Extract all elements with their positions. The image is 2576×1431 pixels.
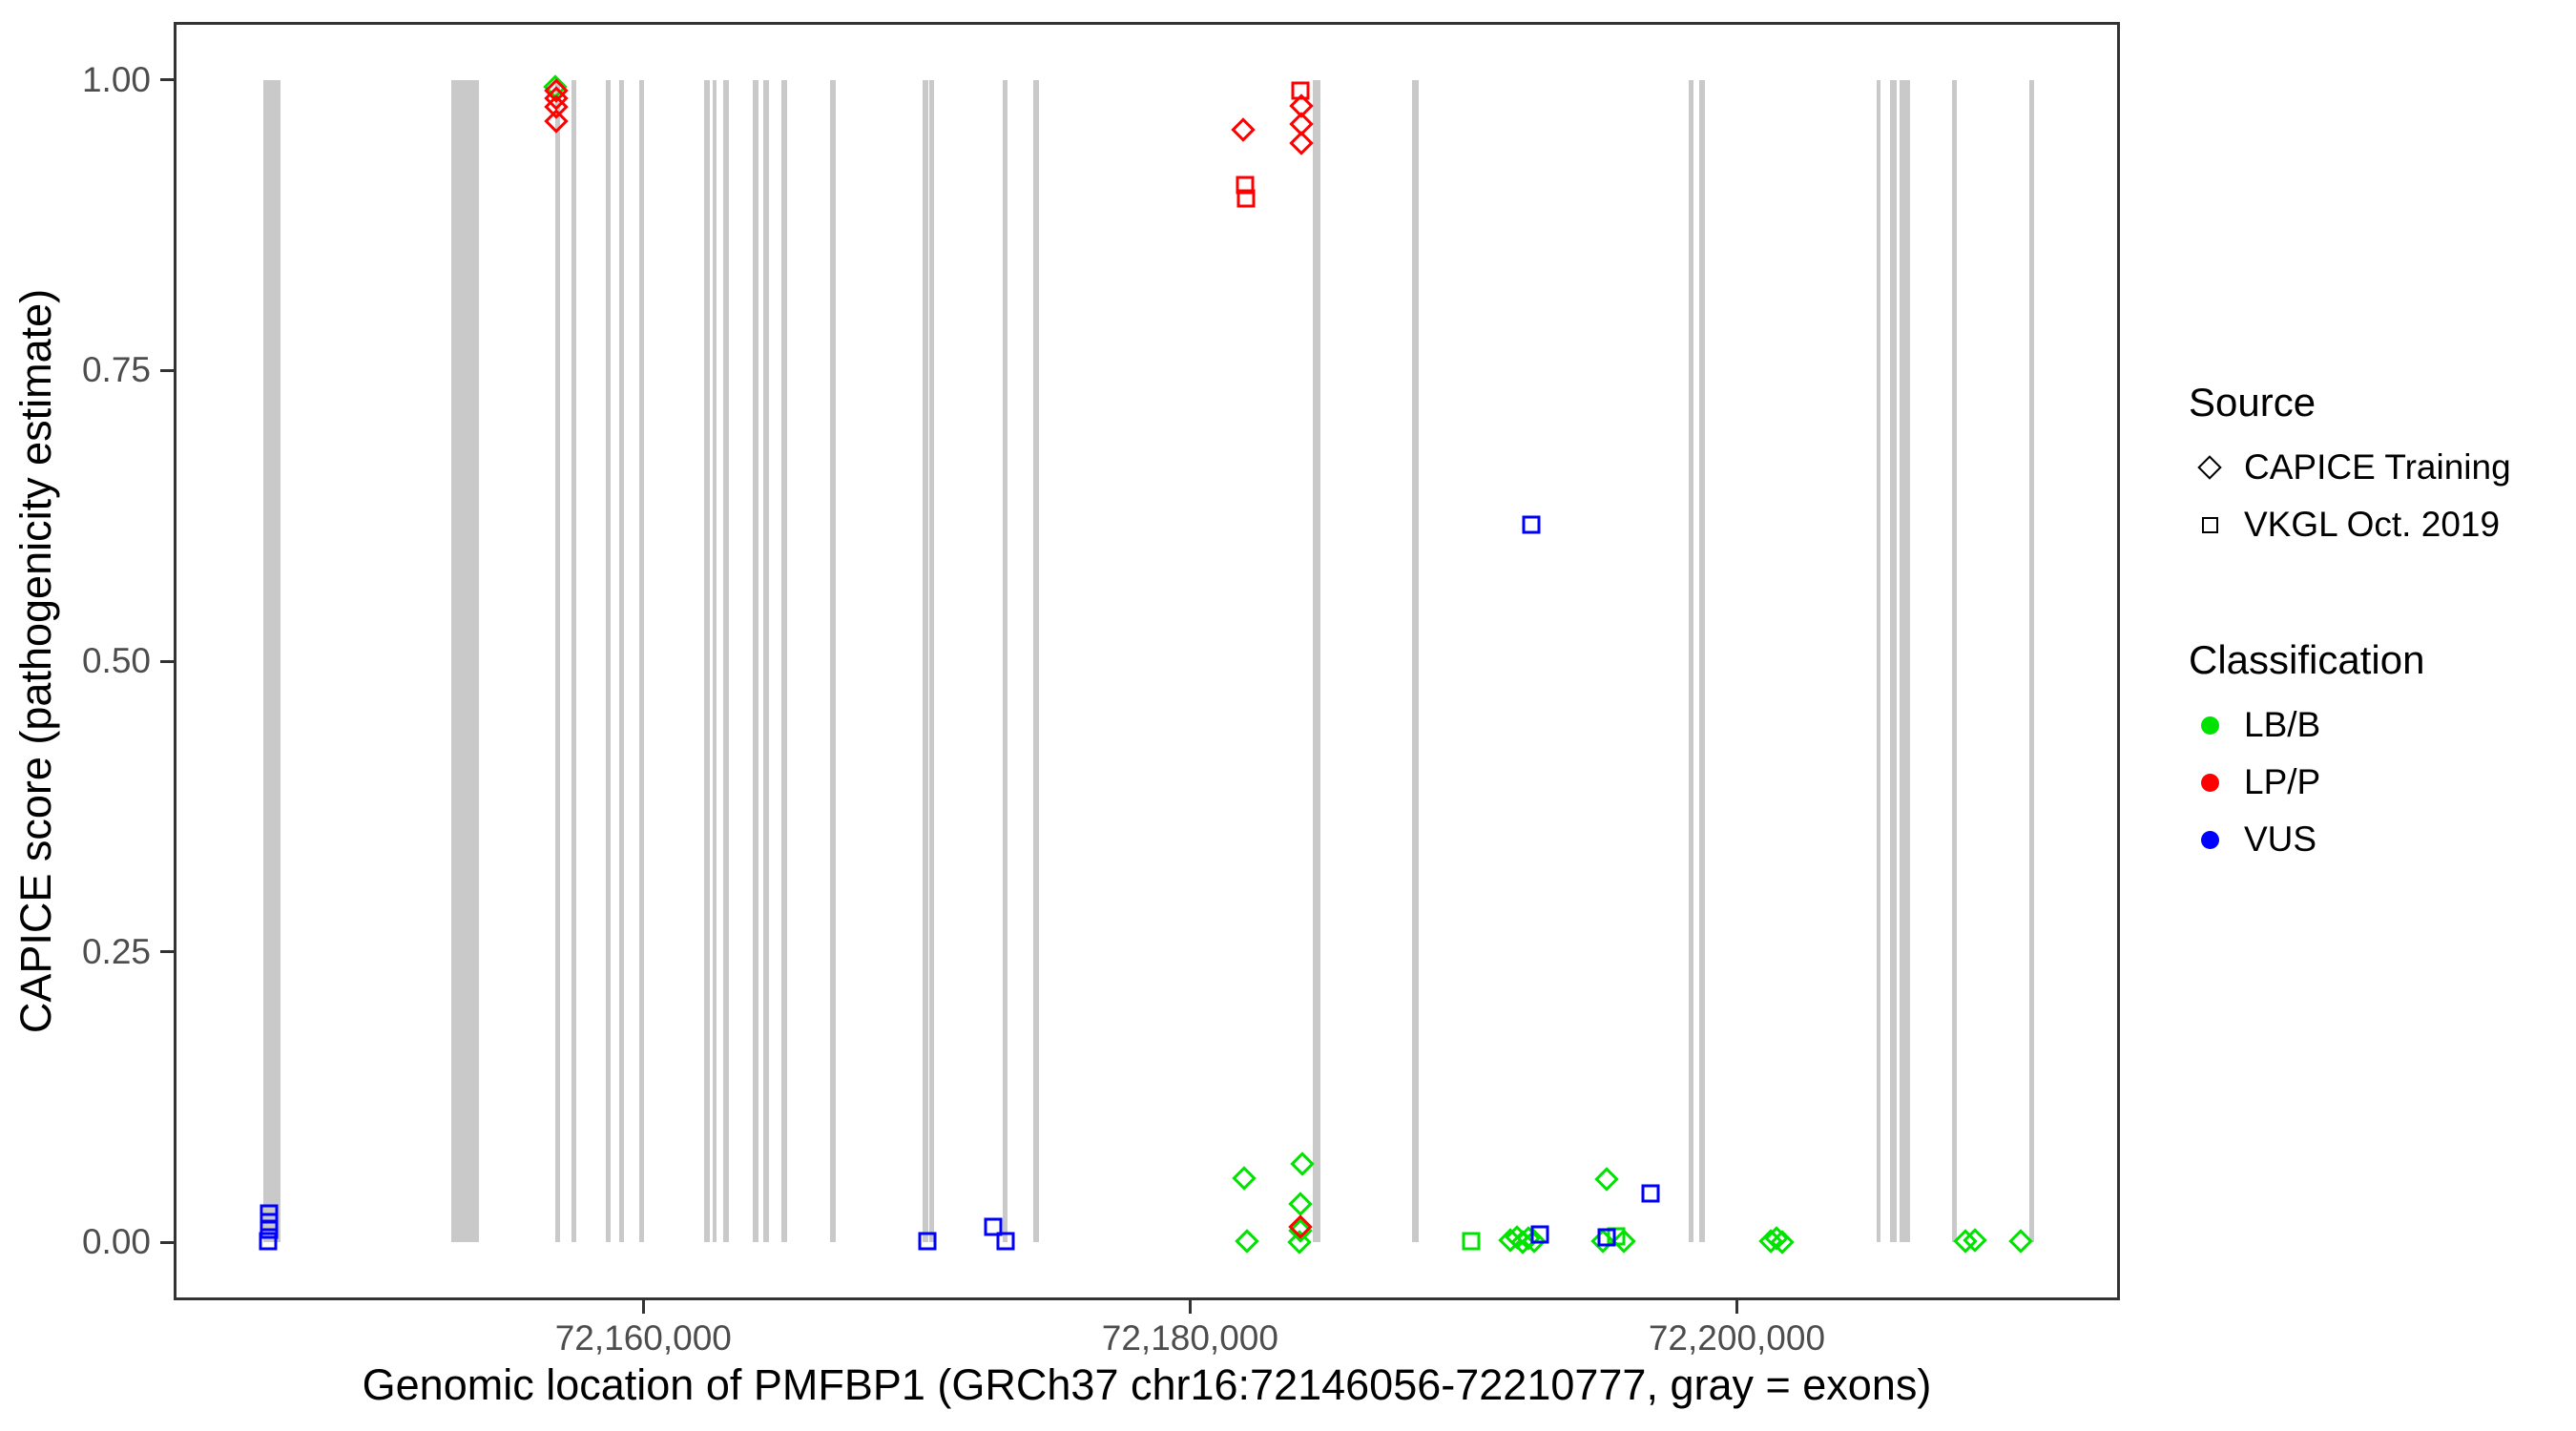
data-point-diamond — [1232, 1166, 1257, 1191]
data-point-diamond — [1288, 1192, 1313, 1216]
exon-bar — [723, 79, 729, 1243]
data-point-diamond — [1288, 1214, 1313, 1239]
data-point-square — [260, 1220, 279, 1239]
exon-bar — [1411, 79, 1420, 1243]
exon-bar — [753, 79, 758, 1243]
y-axis-tick-label: 0.25 — [81, 931, 151, 971]
legend-item-label: VKGL Oct. 2019 — [2244, 505, 2501, 544]
exon-bar — [1688, 79, 1694, 1243]
exon-bar — [928, 79, 934, 1243]
data-point-square — [1291, 81, 1310, 100]
legend-classification-title: Classification — [2189, 637, 2425, 682]
data-point-diamond — [544, 108, 569, 134]
color-dot-icon — [2175, 773, 2244, 792]
x-axis-tick — [1735, 1300, 1738, 1314]
legend-item-label: LB/B — [2244, 705, 2321, 744]
legend-item-label: VUS — [2244, 819, 2317, 859]
legend-source-title: Source — [2189, 380, 2316, 425]
legend-classification-items: LB/B LP/P VUS — [2175, 696, 2566, 868]
data-point-diamond — [1290, 1151, 1315, 1177]
exon-bar — [554, 79, 560, 1243]
color-dot-icon — [2175, 830, 2244, 849]
x-axis-title: Genomic location of PMFBP1 (GRCh37 chr16… — [362, 1360, 1932, 1409]
y-axis-tick — [160, 659, 174, 663]
plot-panel — [174, 22, 2120, 1300]
data-point-square — [918, 1232, 937, 1251]
color-dot-icon — [2200, 716, 2219, 735]
exon-bar — [1890, 79, 1897, 1243]
exon-bar — [450, 79, 479, 1243]
data-point-diamond — [1288, 130, 1314, 156]
data-point-square — [1530, 1225, 1549, 1244]
data-point-square — [984, 1217, 1003, 1236]
square-key-icon — [2201, 516, 2218, 533]
legend-item-label: CAPICE Training — [2244, 447, 2511, 487]
y-axis-tick-label: 0.75 — [81, 350, 151, 390]
exon-bar — [704, 79, 710, 1243]
exon-bar — [2029, 79, 2034, 1243]
legend-source-group: Source CAPICE Training VKGL Oct. 2019 — [2175, 380, 2566, 553]
data-point-square — [1462, 1232, 1481, 1251]
exon-bar — [781, 79, 787, 1243]
diamond-key-icon — [2175, 455, 2244, 480]
data-point-square — [1522, 515, 1541, 534]
legend-item: LB/B — [2175, 696, 2566, 754]
y-axis-tick — [160, 78, 174, 82]
exon-bar — [1877, 79, 1881, 1243]
x-axis-tick-label: 72,160,000 — [554, 1318, 732, 1358]
color-dot-icon — [2200, 830, 2219, 849]
exon-bar — [619, 79, 624, 1243]
data-point-diamond — [1594, 1167, 1619, 1192]
exon-bar — [1033, 79, 1039, 1243]
exon-bar — [763, 79, 769, 1243]
exon-bar — [571, 79, 576, 1243]
y-axis-tick-label: 0.50 — [81, 641, 151, 680]
data-point-square — [1607, 1227, 1626, 1246]
exon-bar — [639, 79, 644, 1243]
y-axis-tick — [160, 368, 174, 372]
data-point-square — [259, 1232, 278, 1251]
data-point-square — [996, 1232, 1015, 1251]
exon-bar — [262, 79, 280, 1243]
legend-item: VKGL Oct. 2019 — [2175, 496, 2566, 553]
y-axis-tick — [160, 950, 174, 954]
legend: Source CAPICE Training VKGL Oct. 2019 Cla… — [2175, 380, 2566, 868]
exon-bar — [1698, 79, 1706, 1243]
exon-bar — [1312, 79, 1320, 1243]
y-axis-tick-label: 0.00 — [81, 1222, 151, 1262]
exon-bar — [1900, 79, 1905, 1243]
data-point-square — [1641, 1184, 1660, 1203]
exon-bar — [1905, 79, 1911, 1243]
legend-classification-group: Classification LB/B LP/P VUS — [2175, 637, 2566, 868]
legend-item: LP/P — [2175, 754, 2566, 811]
exon-bar — [606, 79, 611, 1243]
data-point-diamond — [1231, 117, 1256, 143]
x-axis-tick — [641, 1300, 645, 1314]
exon-bar — [1003, 79, 1008, 1243]
y-axis-tick — [160, 1240, 174, 1244]
data-point-square — [1236, 189, 1256, 208]
exon-bar — [829, 79, 836, 1243]
exon-bar — [712, 79, 717, 1243]
data-point-diamond — [1235, 1229, 1259, 1254]
square-key-icon — [2175, 516, 2244, 533]
exon-bar — [1951, 79, 1958, 1243]
legend-item: CAPICE Training — [2175, 439, 2566, 496]
legend-item: VUS — [2175, 811, 2566, 868]
y-axis-tick-label: 1.00 — [81, 59, 151, 99]
color-dot-icon — [2175, 716, 2244, 735]
x-axis-tick-label: 72,200,000 — [1648, 1318, 1826, 1358]
x-axis-tick-label: 72,180,000 — [1101, 1318, 1278, 1358]
legend-source-items: CAPICE Training VKGL Oct. 2019 — [2175, 439, 2566, 553]
x-axis-tick — [1188, 1300, 1192, 1314]
data-point-square — [1597, 1228, 1616, 1247]
diamond-key-icon — [2197, 455, 2222, 480]
color-dot-icon — [2200, 773, 2219, 792]
legend-item-label: LP/P — [2244, 762, 2321, 801]
exon-bar — [923, 79, 928, 1243]
